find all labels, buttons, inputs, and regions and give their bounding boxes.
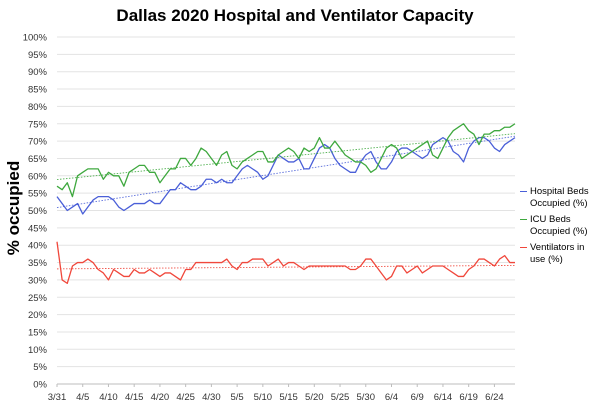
y-tick-label: 55% — [28, 189, 48, 200]
legend-label-hospital: Hospital Beds Occupied (%) — [530, 186, 589, 209]
x-tick-label: 4/10 — [99, 392, 118, 403]
y-tick-label: 20% — [28, 310, 48, 321]
legend-item-hospital: Hospital Beds Occupied (%) — [520, 186, 590, 210]
y-tick-label: 0% — [33, 380, 47, 391]
series-line-0 — [56, 136, 516, 215]
y-tick-label: 30% — [28, 275, 48, 286]
y-tick-label: 80% — [28, 102, 48, 113]
x-tick-label: 5/25 — [331, 392, 350, 403]
legend-item-ventilators: Ventilators in use (%) — [520, 242, 590, 266]
trendline-2 — [56, 264, 516, 270]
legend-label-ventilators: Ventilators in use (%) — [530, 242, 585, 265]
y-tick-label: 100% — [23, 33, 48, 44]
x-tick-label: 6/9 — [411, 392, 424, 403]
trendline-1 — [56, 133, 516, 181]
x-tick-label: 5/5 — [231, 392, 244, 403]
y-tick-label: 90% — [28, 67, 48, 78]
legend-swatch-ventilators — [520, 247, 527, 248]
y-tick-label: 70% — [28, 137, 48, 148]
legend-swatch-hospital — [520, 191, 527, 192]
x-tick-label: 5/15 — [279, 392, 298, 403]
x-tick-label: 4/15 — [125, 392, 144, 403]
legend-label-icu: ICU Beds Occupied (%) — [530, 214, 588, 237]
y-tick-label: 35% — [28, 258, 48, 269]
x-tick-label: 5/10 — [254, 392, 273, 403]
y-tick-label: 25% — [28, 293, 48, 304]
x-tick-label: 6/24 — [485, 392, 504, 403]
y-tick-label: 85% — [28, 85, 48, 96]
legend-swatch-icu — [520, 219, 527, 220]
y-tick-label: 65% — [28, 154, 48, 165]
y-tick-label: 60% — [28, 171, 48, 182]
x-tick-label: 6/14 — [434, 392, 453, 403]
y-tick-label: 10% — [28, 345, 48, 356]
x-tick-label: 4/5 — [76, 392, 89, 403]
x-tick-label: 3/31 — [48, 392, 67, 403]
y-tick-label: 40% — [28, 241, 48, 252]
x-tick-label: 5/20 — [305, 392, 324, 403]
x-tick-label: 5/30 — [357, 392, 376, 403]
x-tick-label: 6/4 — [385, 392, 398, 403]
x-tick-label: 4/25 — [176, 392, 195, 403]
y-tick-label: 50% — [28, 206, 48, 217]
trendline-0 — [56, 135, 516, 209]
x-tick-label: 6/19 — [459, 392, 478, 403]
x-tick-label: 4/30 — [202, 392, 221, 403]
y-tick-label: 5% — [33, 362, 47, 373]
legend-item-icu: ICU Beds Occupied (%) — [520, 214, 590, 238]
series-line-1 — [56, 123, 516, 198]
legend: Hospital Beds Occupied (%) ICU Beds Occu… — [520, 186, 590, 270]
y-tick-label: 95% — [28, 50, 48, 61]
y-tick-label: 75% — [28, 119, 48, 130]
y-tick-label: 15% — [28, 327, 48, 338]
y-tick-label: 45% — [28, 223, 48, 234]
chart-title: Dallas 2020 Hospital and Ventilator Capa… — [116, 6, 474, 25]
x-tick-label: 4/20 — [151, 392, 170, 403]
